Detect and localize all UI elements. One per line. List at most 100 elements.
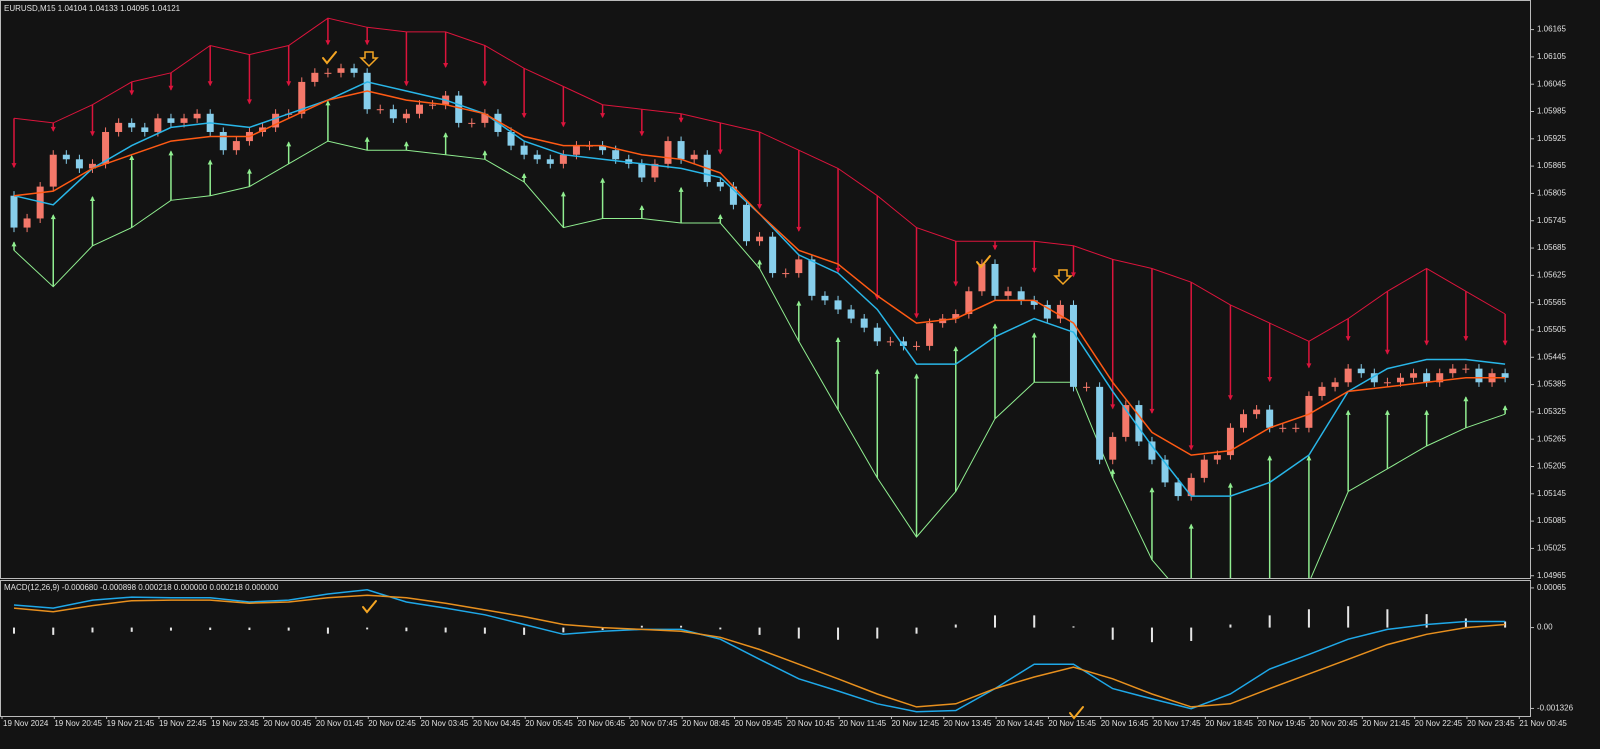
band-arrow-head — [1110, 468, 1116, 474]
histogram-bar — [1190, 627, 1193, 641]
candle-body — [677, 141, 685, 160]
candle-body — [429, 104, 437, 106]
band-arrow-head — [1149, 408, 1155, 414]
band-arrow-head — [521, 113, 527, 119]
y-tick-label: 1.06105 — [1537, 52, 1566, 61]
candle-body — [1266, 409, 1274, 428]
histogram-bar — [680, 625, 683, 628]
candle-body — [795, 259, 803, 274]
x-tick-label: 20 Nov 15:45 — [1048, 719, 1096, 728]
candle-body — [847, 309, 855, 319]
histogram-bar — [719, 627, 722, 630]
candle-body — [939, 318, 947, 324]
band-arrow-head — [1424, 409, 1430, 415]
candle-body — [1122, 405, 1130, 437]
candle-body — [1501, 373, 1509, 378]
x-tick-label: 20 Nov 13:45 — [944, 719, 992, 728]
candle-body — [899, 341, 907, 346]
histogram-bar — [91, 627, 94, 633]
candle-body — [507, 131, 515, 146]
axes: 1.06165 1.06105 1.06045 1.05985 1.05925 1.058… — [1, 25, 1574, 728]
band-arrow-head — [1031, 267, 1037, 273]
histogram-bar — [1464, 618, 1467, 628]
candle-body — [1017, 291, 1025, 301]
histogram-bar — [994, 615, 996, 628]
x-tick-label: 20 Nov 01:45 — [316, 719, 364, 728]
y-tick-label: 1.05385 — [1537, 380, 1566, 389]
histogram-bar — [954, 624, 957, 628]
band-arrow-head — [50, 214, 56, 220]
candle-body — [873, 327, 881, 342]
band-arrow-head — [364, 136, 370, 142]
band-arrow-head — [757, 204, 763, 210]
candle-body — [952, 314, 960, 319]
candle-body — [1423, 373, 1431, 383]
candle-body — [1109, 436, 1117, 460]
histogram-bar — [169, 627, 172, 631]
candle-body — [834, 300, 842, 310]
histogram-bar — [1033, 615, 1036, 628]
band-arrow-head — [835, 337, 841, 343]
candle-body — [1148, 441, 1156, 460]
candle-body — [1030, 300, 1038, 305]
histogram-bar — [13, 627, 15, 634]
candle-body — [1174, 482, 1182, 497]
candle-body — [141, 127, 149, 132]
candle-body — [664, 141, 672, 164]
band-arrow-head — [11, 241, 17, 247]
band-arrow-head — [1463, 396, 1469, 402]
band-arrow-head — [207, 159, 213, 165]
band-arrow-head — [1502, 340, 1508, 346]
histogram-bar — [1386, 609, 1389, 628]
band-arrow-head — [11, 163, 17, 169]
x-tick-label: 19 Nov 22:45 — [159, 719, 207, 728]
candle-body — [1305, 395, 1313, 428]
histogram-bar — [876, 627, 879, 639]
candle-body — [298, 81, 306, 114]
band-arrow-head — [835, 267, 841, 273]
main-title: EURUSD,M15 1.04104 1.04133 1.04095 1.041… — [4, 4, 181, 13]
candle-body — [1357, 368, 1365, 374]
band-arrow-head — [717, 214, 723, 220]
candle-body — [1226, 427, 1234, 456]
band-arrow-head — [1267, 455, 1273, 461]
x-tick-label: 20 Nov 11:45 — [839, 719, 887, 728]
down-arrow-icon — [359, 51, 379, 68]
candle-body — [546, 159, 554, 164]
candle-body — [991, 263, 999, 296]
candle-body — [926, 323, 934, 346]
band-arrow-head — [50, 126, 56, 132]
band-arrow-head — [1502, 405, 1508, 411]
x-tick-label: 20 Nov 12:45 — [891, 719, 939, 728]
band-arrow-head — [560, 191, 566, 197]
candle-body — [128, 122, 136, 128]
y-tick-label: 1.05925 — [1537, 134, 1566, 143]
histogram-bar — [562, 627, 565, 633]
band-arrow-head — [443, 63, 449, 69]
band-arrow-head — [168, 85, 174, 91]
histogram-bar — [405, 627, 408, 632]
candle-body — [337, 68, 345, 73]
candle-body — [232, 141, 240, 151]
check-icon — [1069, 706, 1084, 720]
x-tick-label: 19 Nov 21:45 — [107, 719, 155, 728]
candle-body — [1187, 477, 1195, 497]
candle-body — [886, 341, 894, 343]
band-arrow-head — [560, 122, 566, 128]
band-arrow-head — [286, 81, 292, 87]
candle-body — [88, 163, 96, 169]
band-arrow-head — [796, 226, 802, 232]
candle-body — [599, 145, 607, 151]
candle-body — [1449, 368, 1457, 374]
x-tick-label: 20 Nov 07:45 — [630, 719, 678, 728]
band-arrow-head — [1267, 377, 1273, 383]
candle-body — [978, 263, 986, 292]
candle-body — [154, 118, 162, 132]
band-arrow-head — [1424, 340, 1430, 346]
check-icon — [362, 600, 377, 614]
band-arrow-head — [1345, 336, 1351, 342]
x-tick-label: 20 Nov 21:45 — [1362, 719, 1410, 728]
candle-body — [769, 236, 777, 274]
histogram-bar — [1347, 606, 1350, 628]
candle-body — [716, 182, 724, 187]
